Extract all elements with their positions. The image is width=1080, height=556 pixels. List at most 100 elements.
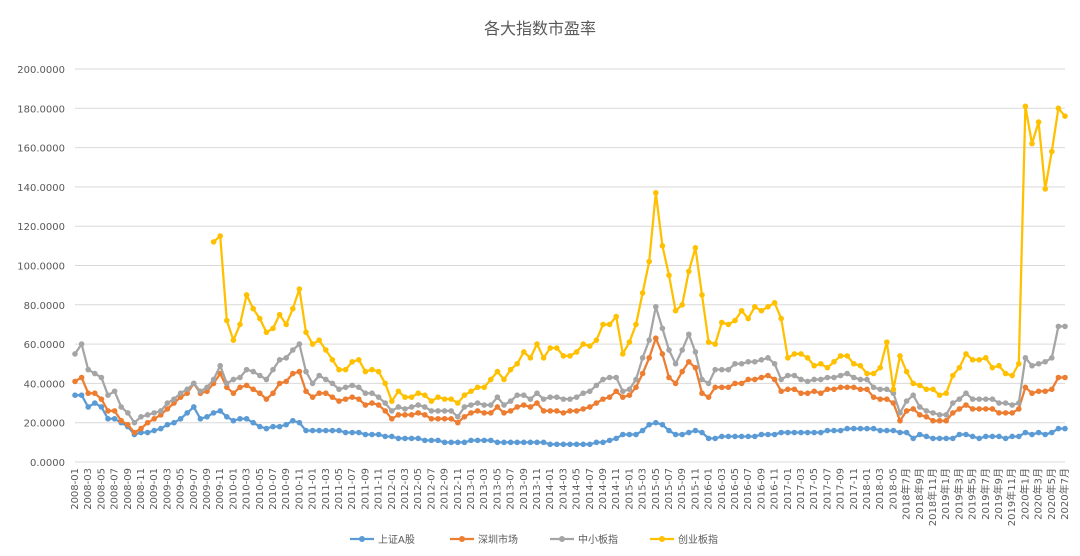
data-point [329, 357, 336, 363]
data-point [276, 380, 283, 387]
data-point [600, 321, 606, 328]
data-point [1022, 355, 1029, 361]
data-point [342, 384, 349, 391]
data-point [877, 364, 883, 371]
data-point [336, 386, 342, 393]
data-point [382, 380, 389, 387]
data-point [428, 398, 435, 404]
x-tick-label: 2015-03 [638, 468, 649, 510]
data-point [191, 404, 197, 410]
data-point [996, 362, 1002, 369]
x-tick-label: 2020年7月 [1058, 468, 1071, 520]
data-point [1016, 400, 1022, 406]
data-point [323, 376, 329, 383]
x-tick-label: 2012-11 [453, 468, 464, 510]
data-point [699, 292, 705, 298]
data-point [362, 431, 369, 438]
data-point [910, 406, 916, 412]
x-tick-label: 2010-03 [242, 468, 253, 510]
data-point [270, 366, 276, 373]
data-point [131, 419, 138, 426]
data-point [897, 353, 903, 359]
data-point [441, 439, 448, 446]
data-point [811, 362, 817, 369]
data-point [408, 394, 415, 400]
data-point [950, 372, 956, 379]
data-point [785, 429, 791, 436]
data-point [798, 390, 804, 397]
data-point [639, 370, 646, 377]
data-point [672, 431, 679, 438]
data-point [666, 374, 672, 381]
data-point [263, 425, 270, 432]
data-point [996, 433, 1002, 440]
series-line [212, 105, 1066, 405]
data-point [897, 410, 903, 416]
data-point [237, 384, 243, 391]
data-point [349, 394, 356, 400]
data-point [613, 313, 619, 320]
data-point [1062, 323, 1068, 330]
data-point [243, 292, 250, 298]
data-point [917, 412, 923, 418]
data-point [441, 415, 448, 422]
data-point [573, 441, 580, 448]
data-point [474, 400, 481, 406]
x-tick-label: 2012-07 [426, 468, 437, 510]
data-point [395, 435, 402, 442]
data-point [890, 427, 897, 434]
data-point [455, 400, 461, 406]
x-tick-label: 2009-05 [176, 468, 187, 510]
data-point [1049, 355, 1055, 361]
x-tick-label: 2014-05 [572, 468, 583, 510]
data-point [626, 339, 633, 345]
data-point [1035, 119, 1042, 125]
data-point [164, 421, 171, 428]
x-tick-label: 2009-07 [189, 468, 200, 510]
data-point [1029, 140, 1035, 147]
data-point [408, 412, 415, 418]
data-point [402, 394, 408, 400]
data-point [389, 433, 395, 440]
data-point [963, 431, 969, 438]
data-point [514, 439, 520, 446]
data-point [230, 417, 237, 424]
data-point [540, 396, 547, 402]
data-point [92, 390, 98, 397]
data-point [210, 376, 217, 383]
data-point [943, 435, 949, 442]
data-point [620, 394, 626, 400]
data-point [78, 374, 85, 381]
data-point [778, 429, 784, 436]
data-point [765, 431, 771, 438]
data-point [917, 431, 923, 438]
data-point [818, 360, 824, 367]
data-point [606, 321, 613, 328]
x-tick-label: 2012-03 [400, 468, 411, 510]
data-point [283, 321, 290, 328]
data-point [270, 423, 276, 430]
data-point [831, 358, 837, 365]
data-point [903, 368, 910, 375]
data-point [580, 341, 586, 347]
data-point [184, 386, 190, 393]
data-point [138, 414, 144, 420]
data-point [422, 412, 428, 418]
data-point [719, 384, 725, 391]
data-point [461, 392, 468, 398]
data-point [375, 431, 382, 438]
data-point [382, 433, 389, 440]
data-point [1022, 429, 1029, 436]
data-point [646, 355, 652, 361]
data-point [468, 402, 474, 408]
x-tick-label: 2013-11 [532, 468, 543, 510]
data-point [943, 390, 949, 397]
x-tick-label: 2016-07 [743, 468, 754, 510]
data-point [626, 392, 633, 398]
x-tick-label: 2010-09 [281, 468, 292, 510]
data-point [204, 414, 210, 420]
data-point [105, 392, 111, 398]
data-point [653, 335, 659, 342]
data-point [303, 329, 309, 336]
data-point [950, 400, 956, 406]
